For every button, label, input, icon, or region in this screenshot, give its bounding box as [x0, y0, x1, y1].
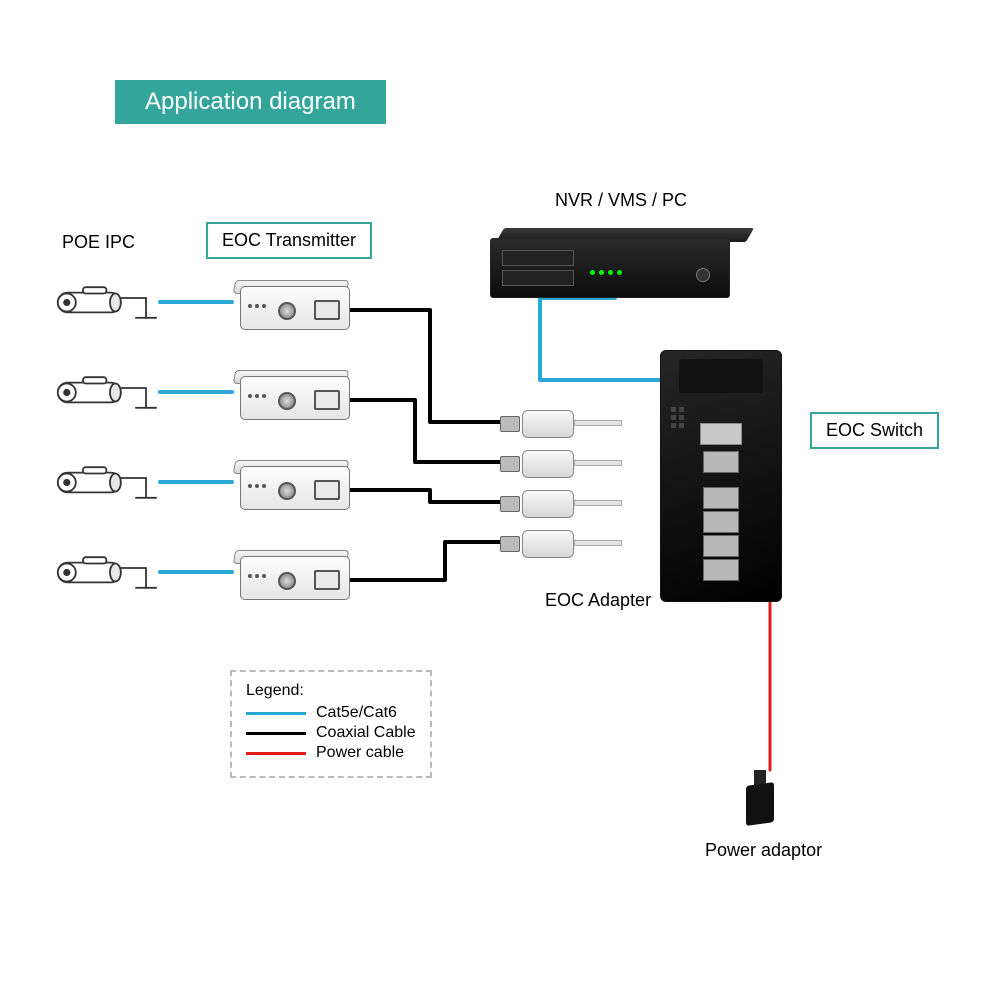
eoc-adapter: [500, 410, 620, 438]
poe-ipc-camera: [55, 550, 165, 595]
diagram-title-text: Application diagram: [145, 88, 356, 115]
label-eoc-adapter: EOC Adapter: [545, 590, 651, 611]
label-eoc-switch: EOC Switch: [810, 412, 939, 449]
power-adaptor-device: [740, 770, 780, 830]
poe-ipc-camera: [55, 370, 165, 415]
legend-swatch: [246, 752, 306, 755]
legend-title: Legend:: [246, 682, 416, 700]
eoc-adapter: [500, 490, 620, 518]
legend-row: Power cable: [246, 744, 416, 762]
legend-swatch: [246, 712, 306, 715]
nvr-device: [490, 228, 750, 298]
eoc-transmitter: [230, 280, 350, 330]
legend-box: Legend: Cat5e/Cat6 Coaxial Cable Power cab…: [230, 670, 432, 778]
eoc-transmitter: [230, 460, 350, 510]
legend-label: Cat5e/Cat6: [316, 704, 397, 722]
legend-swatch: [246, 732, 306, 735]
eoc-adapter: [500, 530, 620, 558]
label-poe-ipc: POE IPC: [62, 232, 135, 253]
legend-label: Power cable: [316, 744, 404, 762]
eoc-transmitter: [230, 370, 350, 420]
poe-ipc-camera: [55, 280, 165, 325]
label-power-adaptor: Power adaptor: [705, 840, 822, 861]
legend-label: Coaxial Cable: [316, 724, 416, 742]
legend-row: Coaxial Cable: [246, 724, 416, 742]
label-eoc-transmitter: EOC Transmitter: [206, 222, 372, 259]
eoc-switch-device: [660, 350, 782, 602]
diagram-title: Application diagram: [115, 80, 386, 124]
diagram-stage: { "title": "Application diagram", "label…: [0, 0, 1000, 1000]
legend-row: Cat5e/Cat6: [246, 704, 416, 722]
label-nvr: NVR / VMS / PC: [555, 190, 687, 211]
poe-ipc-camera: [55, 460, 165, 505]
eoc-transmitter: [230, 550, 350, 600]
eoc-adapter: [500, 450, 620, 478]
